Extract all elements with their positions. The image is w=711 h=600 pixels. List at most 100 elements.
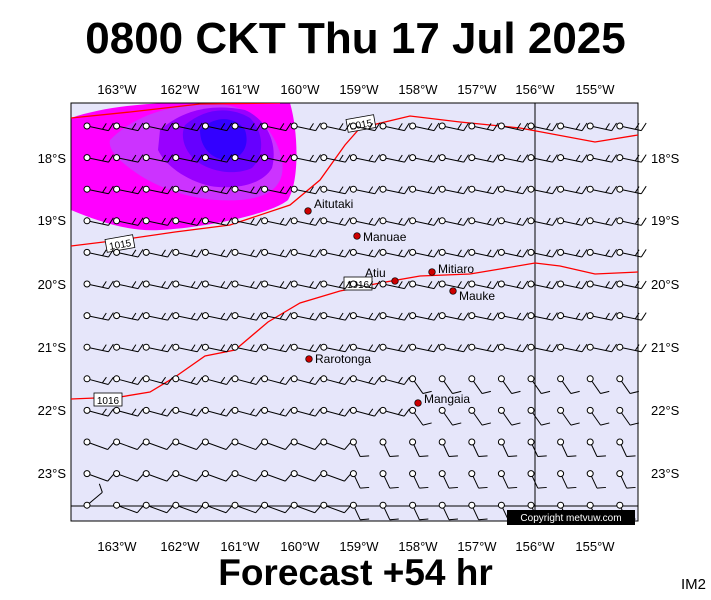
latitude-axis-left: 18°S 19°S 20°S 21°S 22°S 23°S xyxy=(38,151,67,481)
wind-barb xyxy=(586,217,618,226)
place-mangaia: Mangaia xyxy=(414,392,470,407)
wind-barb xyxy=(497,248,529,258)
place-rarotonga: Rarotonga xyxy=(305,352,371,366)
wind-barb xyxy=(231,406,262,417)
wind-barb xyxy=(438,217,470,226)
wind-barb xyxy=(320,501,351,514)
wind-barb xyxy=(172,122,203,132)
wind-barb xyxy=(616,343,647,353)
lat-label-left: 21°S xyxy=(38,340,67,355)
wind-barb xyxy=(349,501,370,521)
wind-barb xyxy=(438,154,470,163)
wind-barb xyxy=(616,217,647,226)
wind-barb xyxy=(557,217,588,226)
wind-barb xyxy=(616,122,647,132)
wind-barb xyxy=(320,185,351,195)
place-label: Aitutaki xyxy=(314,197,353,211)
place-mitiaro: Mitiaro xyxy=(428,262,474,276)
wind-barb xyxy=(201,343,233,353)
precipitation-area xyxy=(71,103,297,231)
wind-barb xyxy=(201,501,233,514)
wind-barb xyxy=(113,280,144,290)
wind-barb xyxy=(349,154,381,163)
wind-barb xyxy=(172,248,203,258)
wind-barb xyxy=(261,375,292,385)
lon-label-bottom: 163°W xyxy=(97,539,137,554)
map-title: 0800 CKT Thu 17 Jul 2025 xyxy=(85,14,626,63)
wind-barb xyxy=(438,343,470,353)
wind-barb xyxy=(261,217,292,226)
wind-barb xyxy=(142,248,174,258)
wind-barb xyxy=(172,280,203,290)
lon-label-top: 159°W xyxy=(339,82,379,97)
wind-barb xyxy=(261,185,292,195)
wind-barb xyxy=(320,280,351,290)
wind-barb xyxy=(616,248,647,258)
wind-barb xyxy=(586,375,610,395)
wind-barb xyxy=(172,375,203,385)
wind-barb xyxy=(468,343,499,353)
wind-barb xyxy=(231,343,262,353)
wind-barb xyxy=(261,406,292,417)
wind-barb xyxy=(557,280,588,290)
wind-barb xyxy=(83,470,114,482)
svg-text:1016: 1016 xyxy=(97,396,120,407)
wind-barb xyxy=(586,470,606,489)
wind-barb xyxy=(557,154,588,163)
wind-barb xyxy=(557,470,577,489)
lat-label-right: 21°S xyxy=(651,340,680,355)
wind-barb xyxy=(379,154,410,163)
wind-barb xyxy=(201,122,233,132)
wind-barb xyxy=(231,375,262,385)
map-frame xyxy=(70,102,639,522)
wind-barb xyxy=(201,375,233,385)
wind-barb xyxy=(261,248,292,258)
wind-barb xyxy=(409,501,429,521)
wind-barb xyxy=(468,154,499,163)
wind-barb xyxy=(290,154,322,163)
wind-barb xyxy=(172,217,203,226)
wind-barb xyxy=(290,501,322,514)
isobar-1015-main xyxy=(71,115,638,247)
wind-barb xyxy=(349,312,381,321)
wind-barb xyxy=(201,312,233,321)
wind-barb xyxy=(320,248,351,258)
wind-barb xyxy=(409,280,440,290)
wind-barb xyxy=(586,438,606,457)
place-atiu: Atiu xyxy=(365,266,399,285)
wind-barb xyxy=(409,406,432,426)
wind-barb xyxy=(497,375,521,395)
wind-barb xyxy=(231,470,262,482)
wind-barb xyxy=(349,122,381,132)
wind-barb xyxy=(438,280,470,290)
wind-barb xyxy=(438,406,462,426)
wind-barb xyxy=(231,248,262,258)
wind-barb xyxy=(379,248,410,258)
wind-barb xyxy=(379,280,410,290)
lon-label-top: 162°W xyxy=(160,82,200,97)
places-layer: Aitutaki Manuae Atiu Mitiaro Mauke Rarotonga M… xyxy=(304,197,495,407)
wind-barb xyxy=(586,312,618,321)
wind-barb xyxy=(349,280,381,290)
wind-barb xyxy=(438,438,458,457)
wind-barb xyxy=(438,470,458,489)
wind-barb xyxy=(113,343,144,353)
wind-barb xyxy=(557,438,577,457)
wind-barb xyxy=(349,406,381,417)
wind-barb xyxy=(616,154,647,163)
wind-barb xyxy=(586,154,618,163)
wind-barb xyxy=(320,312,351,321)
wind-barb xyxy=(113,375,144,385)
lon-label-top: 161°W xyxy=(220,82,260,97)
lat-label-right: 20°S xyxy=(651,277,680,292)
wind-barb xyxy=(379,470,399,489)
wind-barb xyxy=(320,470,351,482)
wind-barb xyxy=(201,185,233,195)
wind-barb xyxy=(113,185,144,195)
wind-barb xyxy=(527,280,558,290)
longitude-axis-top: 163°W 162°W 161°W 160°W 159°W 158°W 157°W 156°W… xyxy=(97,82,615,97)
wind-barb xyxy=(83,343,114,353)
lon-label-top: 155°W xyxy=(575,82,615,97)
wind-barb xyxy=(497,280,529,290)
wind-barb xyxy=(201,280,233,290)
